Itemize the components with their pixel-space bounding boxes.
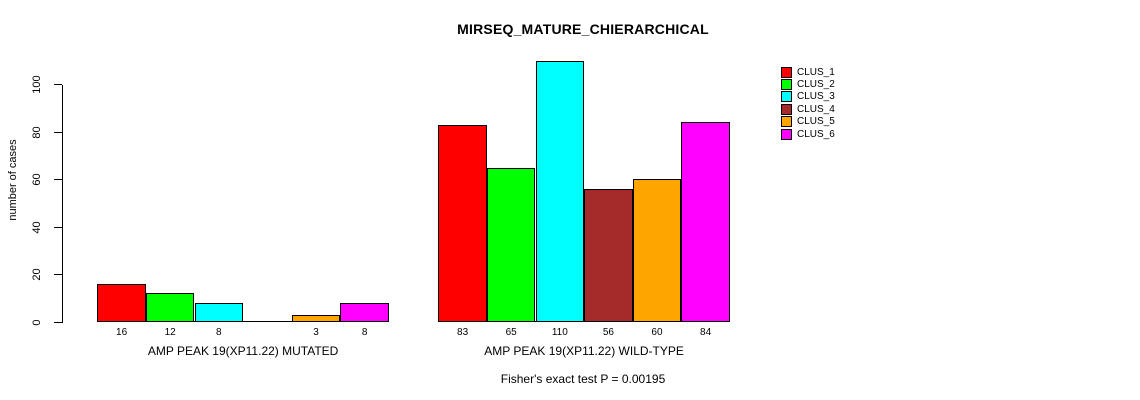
bar-value-label: 12	[164, 327, 176, 338]
bar-clus_3-mutated	[194, 303, 244, 322]
bar-value-label: 65	[505, 327, 517, 338]
legend-swatch-clus_3	[781, 91, 792, 103]
legend-label-clus_1: CLUS_1	[797, 66, 835, 78]
bar-value-label: 60	[651, 327, 663, 338]
bar-value-label: 8	[216, 327, 222, 338]
y-axis-tick-label: 20	[31, 268, 43, 281]
group-label-mutated: AMP PEAK 19(XP11.22) MUTATED	[147, 344, 339, 358]
legend-swatch-clus_2	[781, 78, 792, 90]
group-label-wild-type: AMP PEAK 19(XP11.22) WILD-TYPE	[484, 344, 684, 358]
y-axis-tick	[54, 274, 62, 275]
y-axis-tick	[54, 179, 62, 180]
legend-swatch-clus_6	[781, 128, 792, 140]
bar-clus_5-wild-type	[632, 179, 682, 322]
y-axis-line	[62, 84, 63, 323]
y-axis-tick	[54, 321, 62, 323]
legend-swatch-clus_4	[781, 103, 792, 115]
bar-value-label: 3	[313, 327, 319, 338]
y-axis-tick-label: 100	[31, 75, 43, 94]
y-axis-tick	[54, 84, 62, 85]
bar-clus_1-mutated	[97, 284, 146, 322]
legend-swatch-clus_1	[781, 66, 792, 78]
bar-clus_2-wild-type	[486, 168, 536, 322]
y-axis-tick-label: 0	[31, 318, 43, 326]
legend-label-clus_6: CLUS_6	[797, 128, 835, 140]
y-axis-tick-label: 40	[31, 220, 43, 234]
bar-value-label: 83	[457, 327, 469, 338]
group-baseline	[97, 321, 389, 322]
bar-clus_2-mutated	[145, 293, 195, 322]
fisher-test-annotation: Fisher's exact test P = 0.00195	[500, 372, 666, 386]
bar-clus_5-mutated	[291, 315, 341, 322]
bar-value-label: 110	[551, 327, 568, 338]
y-axis-tick	[54, 226, 62, 228]
bar-clus_4-wild-type	[584, 189, 633, 322]
legend-label-clus_5: CLUS_5	[797, 116, 835, 128]
y-axis-tick	[54, 131, 62, 133]
y-axis-tick-label: 80	[31, 125, 43, 139]
bar-value-label: 8	[361, 327, 368, 338]
y-axis-tick-label: 60	[31, 173, 43, 186]
legend-label-clus_4: CLUS_4	[797, 103, 835, 115]
bar-value-label: 56	[602, 327, 614, 338]
bar-clus_6-mutated	[340, 303, 389, 322]
bar-value-label: 16	[116, 327, 128, 338]
legend-label-clus_3: CLUS_3	[797, 91, 835, 103]
legend-swatch-clus_5	[781, 116, 792, 128]
legend-label-clus_2: CLUS_2	[797, 78, 835, 90]
bar-clus_3-wild-type	[535, 61, 585, 322]
bar-value-label: 84	[700, 327, 712, 338]
bar-clus_6-wild-type	[681, 122, 730, 322]
bar-clus_1-wild-type	[438, 125, 487, 322]
chart-title: MIRSEQ_MATURE_CHIERARCHICAL	[457, 21, 709, 37]
